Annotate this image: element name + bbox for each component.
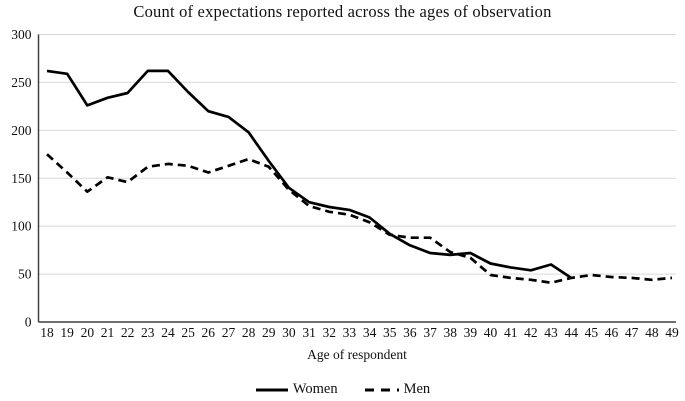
x-tick-28: 28 [242,325,256,340]
x-tick-20: 20 [81,325,95,340]
x-tick-21: 21 [101,325,115,340]
x-tick-40: 40 [484,325,498,340]
legend-item-women: Women [255,381,338,398]
x-tick-37: 37 [423,325,437,340]
x-tick-23: 23 [141,325,155,340]
series-line-men [46,153,673,285]
x-tick-44: 44 [564,325,578,340]
x-tick-24: 24 [161,325,175,340]
x-tick-22: 22 [121,325,135,340]
x-tick-36: 36 [403,325,417,340]
x-tick-29: 29 [262,325,276,340]
y-tick-100: 100 [11,219,32,234]
y-tick-0: 0 [25,315,32,330]
x-tick-35: 35 [383,325,397,340]
y-tick-50: 50 [18,267,32,282]
x-tick-25: 25 [181,325,195,340]
x-tick-42: 42 [524,325,538,340]
legend: Women Men [0,381,685,398]
x-tick-41: 41 [504,325,518,340]
x-tick-38: 38 [443,325,457,340]
legend-label-women: Women [292,381,338,397]
legend-item-men: Men [364,381,431,398]
x-tick-46: 46 [605,325,619,340]
men-dashed-line-swatch [364,388,399,391]
chart-title: Count of expectations reported across th… [133,2,552,21]
x-tick-26: 26 [202,325,216,340]
x-tick-49: 49 [665,325,679,340]
legend-label-men: Men [403,381,431,397]
x-tick-39: 39 [464,325,478,340]
x-axis-label: Age of respondent [307,347,407,362]
x-tick-33: 33 [343,325,357,340]
y-tick-200: 200 [11,123,32,138]
y-tick-300: 300 [11,27,32,42]
x-tick-30: 30 [282,325,296,340]
x-tick-19: 19 [60,325,74,340]
x-tick-31: 31 [302,325,316,340]
y-tick-250: 250 [11,75,32,90]
series-line-women [46,69,572,280]
x-tick-18: 18 [40,325,54,340]
x-tick-48: 48 [645,325,659,340]
x-tick-47: 47 [625,325,639,340]
x-tick-27: 27 [222,325,236,340]
x-tick-43: 43 [544,325,558,340]
women-solid-line-swatch [255,388,288,391]
x-tick-32: 32 [323,325,337,340]
y-tick-150: 150 [11,171,32,186]
x-tick-34: 34 [363,325,377,340]
x-tick-45: 45 [585,325,599,340]
